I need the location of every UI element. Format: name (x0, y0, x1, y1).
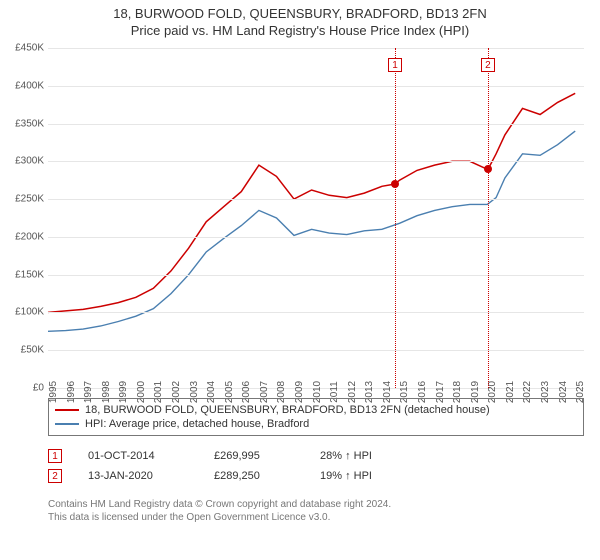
event-number-box: 1 (48, 449, 62, 463)
legend-item: 18, BURWOOD FOLD, QUEENSBURY, BRADFORD, … (55, 403, 577, 417)
event-date: 01-OCT-2014 (88, 450, 188, 462)
event-marker-box: 1 (388, 58, 402, 72)
y-axis-tick-label: £300K (0, 156, 44, 167)
event-row: 2 13-JAN-2020 £289,250 19% ↑ HPI (48, 466, 584, 486)
event-vertical-line (488, 48, 489, 388)
gridline (48, 199, 584, 200)
event-price: £269,995 (214, 450, 294, 462)
event-marker-box: 2 (481, 58, 495, 72)
event-row: 1 01-OCT-2014 £269,995 28% ↑ HPI (48, 446, 584, 466)
event-dot (484, 165, 492, 173)
gridline (48, 86, 584, 87)
event-diff: 28% ↑ HPI (320, 450, 420, 462)
gridline (48, 124, 584, 125)
footer-attribution: Contains HM Land Registry data © Crown c… (48, 498, 584, 524)
event-dot (391, 180, 399, 188)
chart-container: 18, BURWOOD FOLD, QUEENSBURY, BRADFORD, … (0, 0, 600, 560)
event-diff: 19% ↑ HPI (320, 470, 420, 482)
legend-label: HPI: Average price, detached house, Brad… (85, 418, 309, 430)
gridline (48, 237, 584, 238)
event-vertical-line (395, 48, 396, 388)
legend-item: HPI: Average price, detached house, Brad… (55, 417, 577, 431)
y-axis-tick-label: £350K (0, 118, 44, 129)
legend-box: 18, BURWOOD FOLD, QUEENSBURY, BRADFORD, … (48, 398, 584, 436)
event-price: £289,250 (214, 470, 294, 482)
y-axis-tick-label: £200K (0, 231, 44, 242)
chart-plot-area: £0£50K£100K£150K£200K£250K£300K£350K£400… (48, 48, 584, 388)
title-subtitle: Price paid vs. HM Land Registry's House … (0, 21, 600, 38)
y-axis-tick-label: £50K (0, 345, 44, 356)
y-axis-tick-label: £450K (0, 43, 44, 54)
gridline (48, 48, 584, 49)
legend-swatch (55, 423, 79, 425)
y-axis-tick-label: £100K (0, 307, 44, 318)
gridline (48, 275, 584, 276)
series-line-price_paid (48, 93, 575, 312)
legend-label: 18, BURWOOD FOLD, QUEENSBURY, BRADFORD, … (85, 404, 490, 416)
y-axis-tick-label: £400K (0, 80, 44, 91)
legend-swatch (55, 409, 79, 411)
gridline (48, 161, 584, 162)
footer-line: Contains HM Land Registry data © Crown c… (48, 498, 584, 511)
chart-lines-svg (48, 48, 584, 388)
title-address: 18, BURWOOD FOLD, QUEENSBURY, BRADFORD, … (0, 0, 600, 21)
footer-line: This data is licensed under the Open Gov… (48, 511, 584, 524)
event-number-box: 2 (48, 469, 62, 483)
y-axis-tick-label: £0 (0, 383, 44, 394)
y-axis-tick-label: £250K (0, 194, 44, 205)
event-date: 13-JAN-2020 (88, 470, 188, 482)
gridline (48, 350, 584, 351)
gridline (48, 312, 584, 313)
y-axis-tick-label: £150K (0, 269, 44, 280)
events-table: 1 01-OCT-2014 £269,995 28% ↑ HPI 2 13-JA… (48, 446, 584, 486)
